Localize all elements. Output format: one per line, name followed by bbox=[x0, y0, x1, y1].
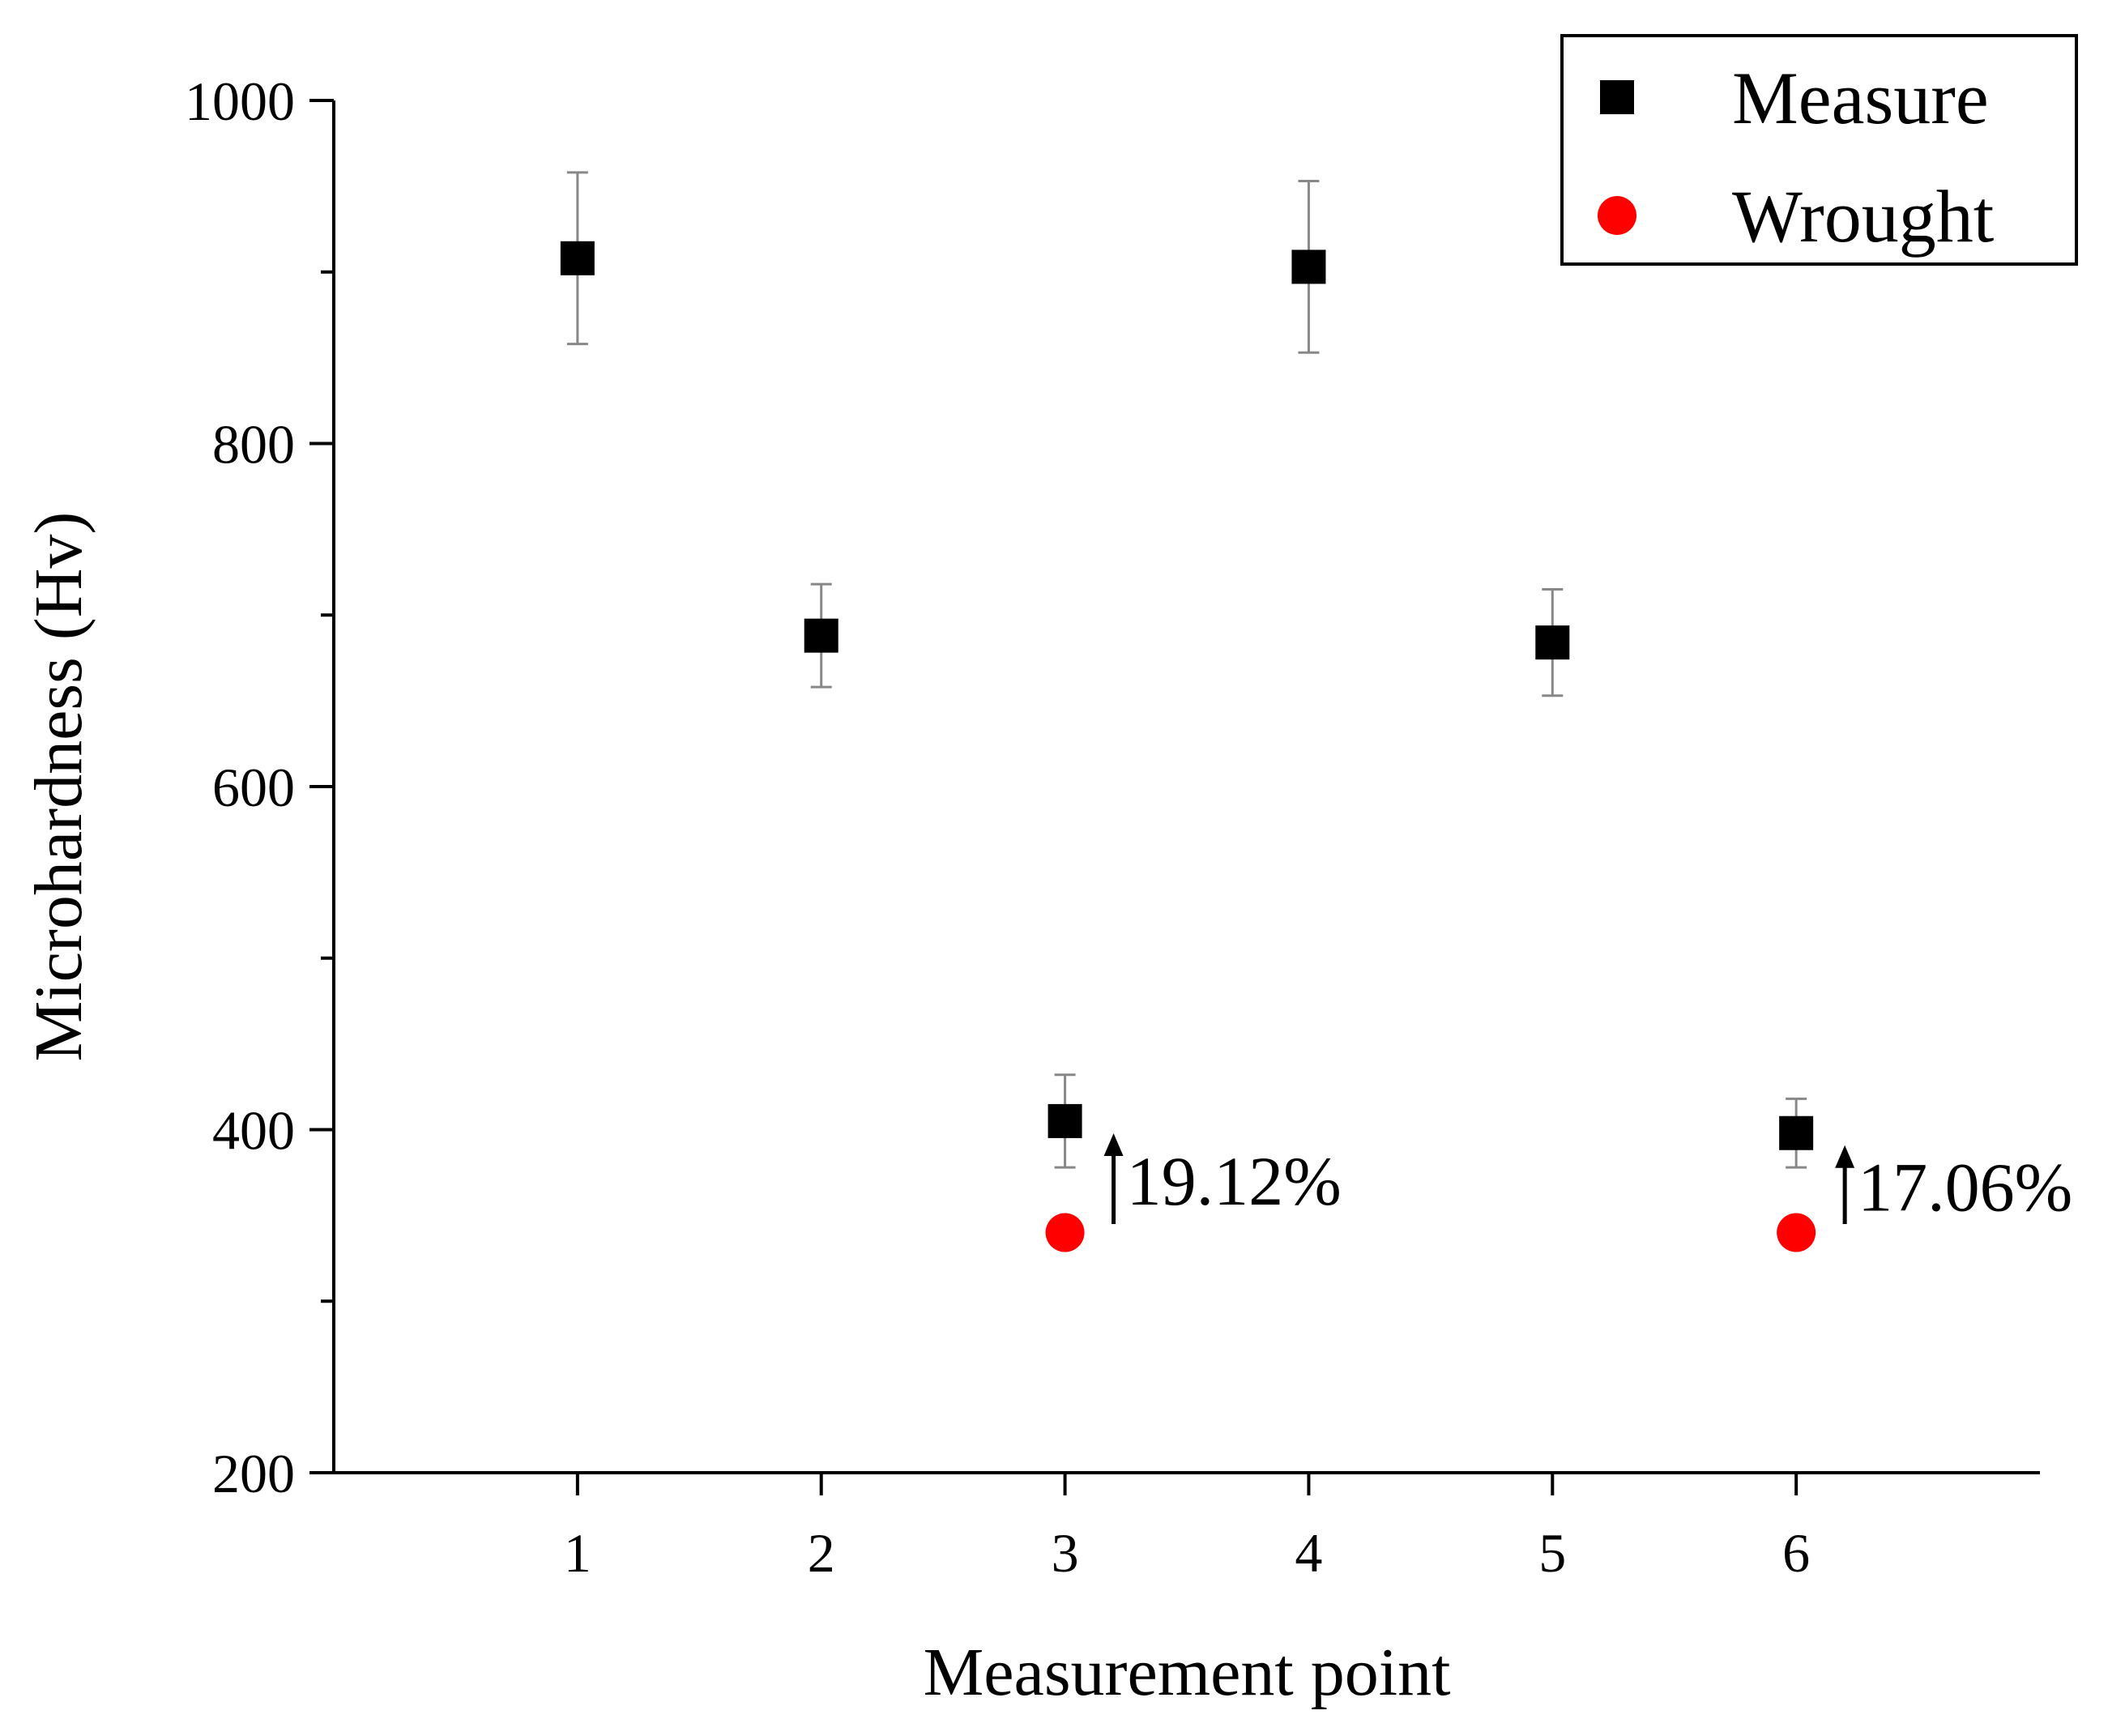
legend: Measure Wrought bbox=[1560, 34, 2078, 266]
legend-box bbox=[1560, 34, 2078, 266]
measure-point bbox=[1291, 250, 1326, 284]
measure-point bbox=[560, 241, 595, 275]
y-tick-label: 600 bbox=[212, 757, 295, 818]
x-axis-title: Measurement point bbox=[924, 1635, 1451, 1710]
measure-point bbox=[1048, 1103, 1082, 1138]
x-tick-label: 4 bbox=[1295, 1522, 1322, 1584]
wrought-point bbox=[1045, 1213, 1085, 1252]
measure-point bbox=[804, 618, 838, 653]
measure-point bbox=[1779, 1115, 1814, 1150]
y-tick-label: 1000 bbox=[185, 70, 295, 132]
increase-percent-label: 19.12% bbox=[1127, 1142, 1342, 1220]
wrought-point bbox=[1777, 1213, 1816, 1252]
y-axis-title: Microhardness (Hv) bbox=[21, 512, 96, 1062]
annotations: 19.12% 17.06% bbox=[1103, 1132, 2072, 1226]
increase-arrow-head bbox=[1103, 1132, 1124, 1156]
measure-point bbox=[1535, 625, 1570, 660]
x-tick-label: 6 bbox=[1782, 1522, 1810, 1584]
x-tick-label: 2 bbox=[808, 1522, 835, 1584]
x-tick-label: 5 bbox=[1538, 1522, 1566, 1584]
plot-area bbox=[560, 171, 1816, 1252]
increase-percent-label: 17.06% bbox=[1858, 1148, 2072, 1226]
x-tick-label: 1 bbox=[564, 1522, 591, 1584]
y-tick-label: 200 bbox=[212, 1443, 295, 1504]
axes: 200 400 600 800 1000 1 2 3 4 5 6 bbox=[185, 70, 2040, 1584]
legend-marker-measure bbox=[1600, 80, 1634, 114]
legend-label: Wrought bbox=[1732, 175, 1995, 258]
increase-arrow-head bbox=[1835, 1145, 1855, 1168]
x-tick-label: 3 bbox=[1052, 1522, 1079, 1584]
legend-marker-wrought bbox=[1598, 196, 1636, 235]
y-tick-label: 400 bbox=[212, 1100, 295, 1162]
legend-label: Measure bbox=[1732, 57, 1989, 139]
y-tick-label: 800 bbox=[212, 414, 295, 476]
